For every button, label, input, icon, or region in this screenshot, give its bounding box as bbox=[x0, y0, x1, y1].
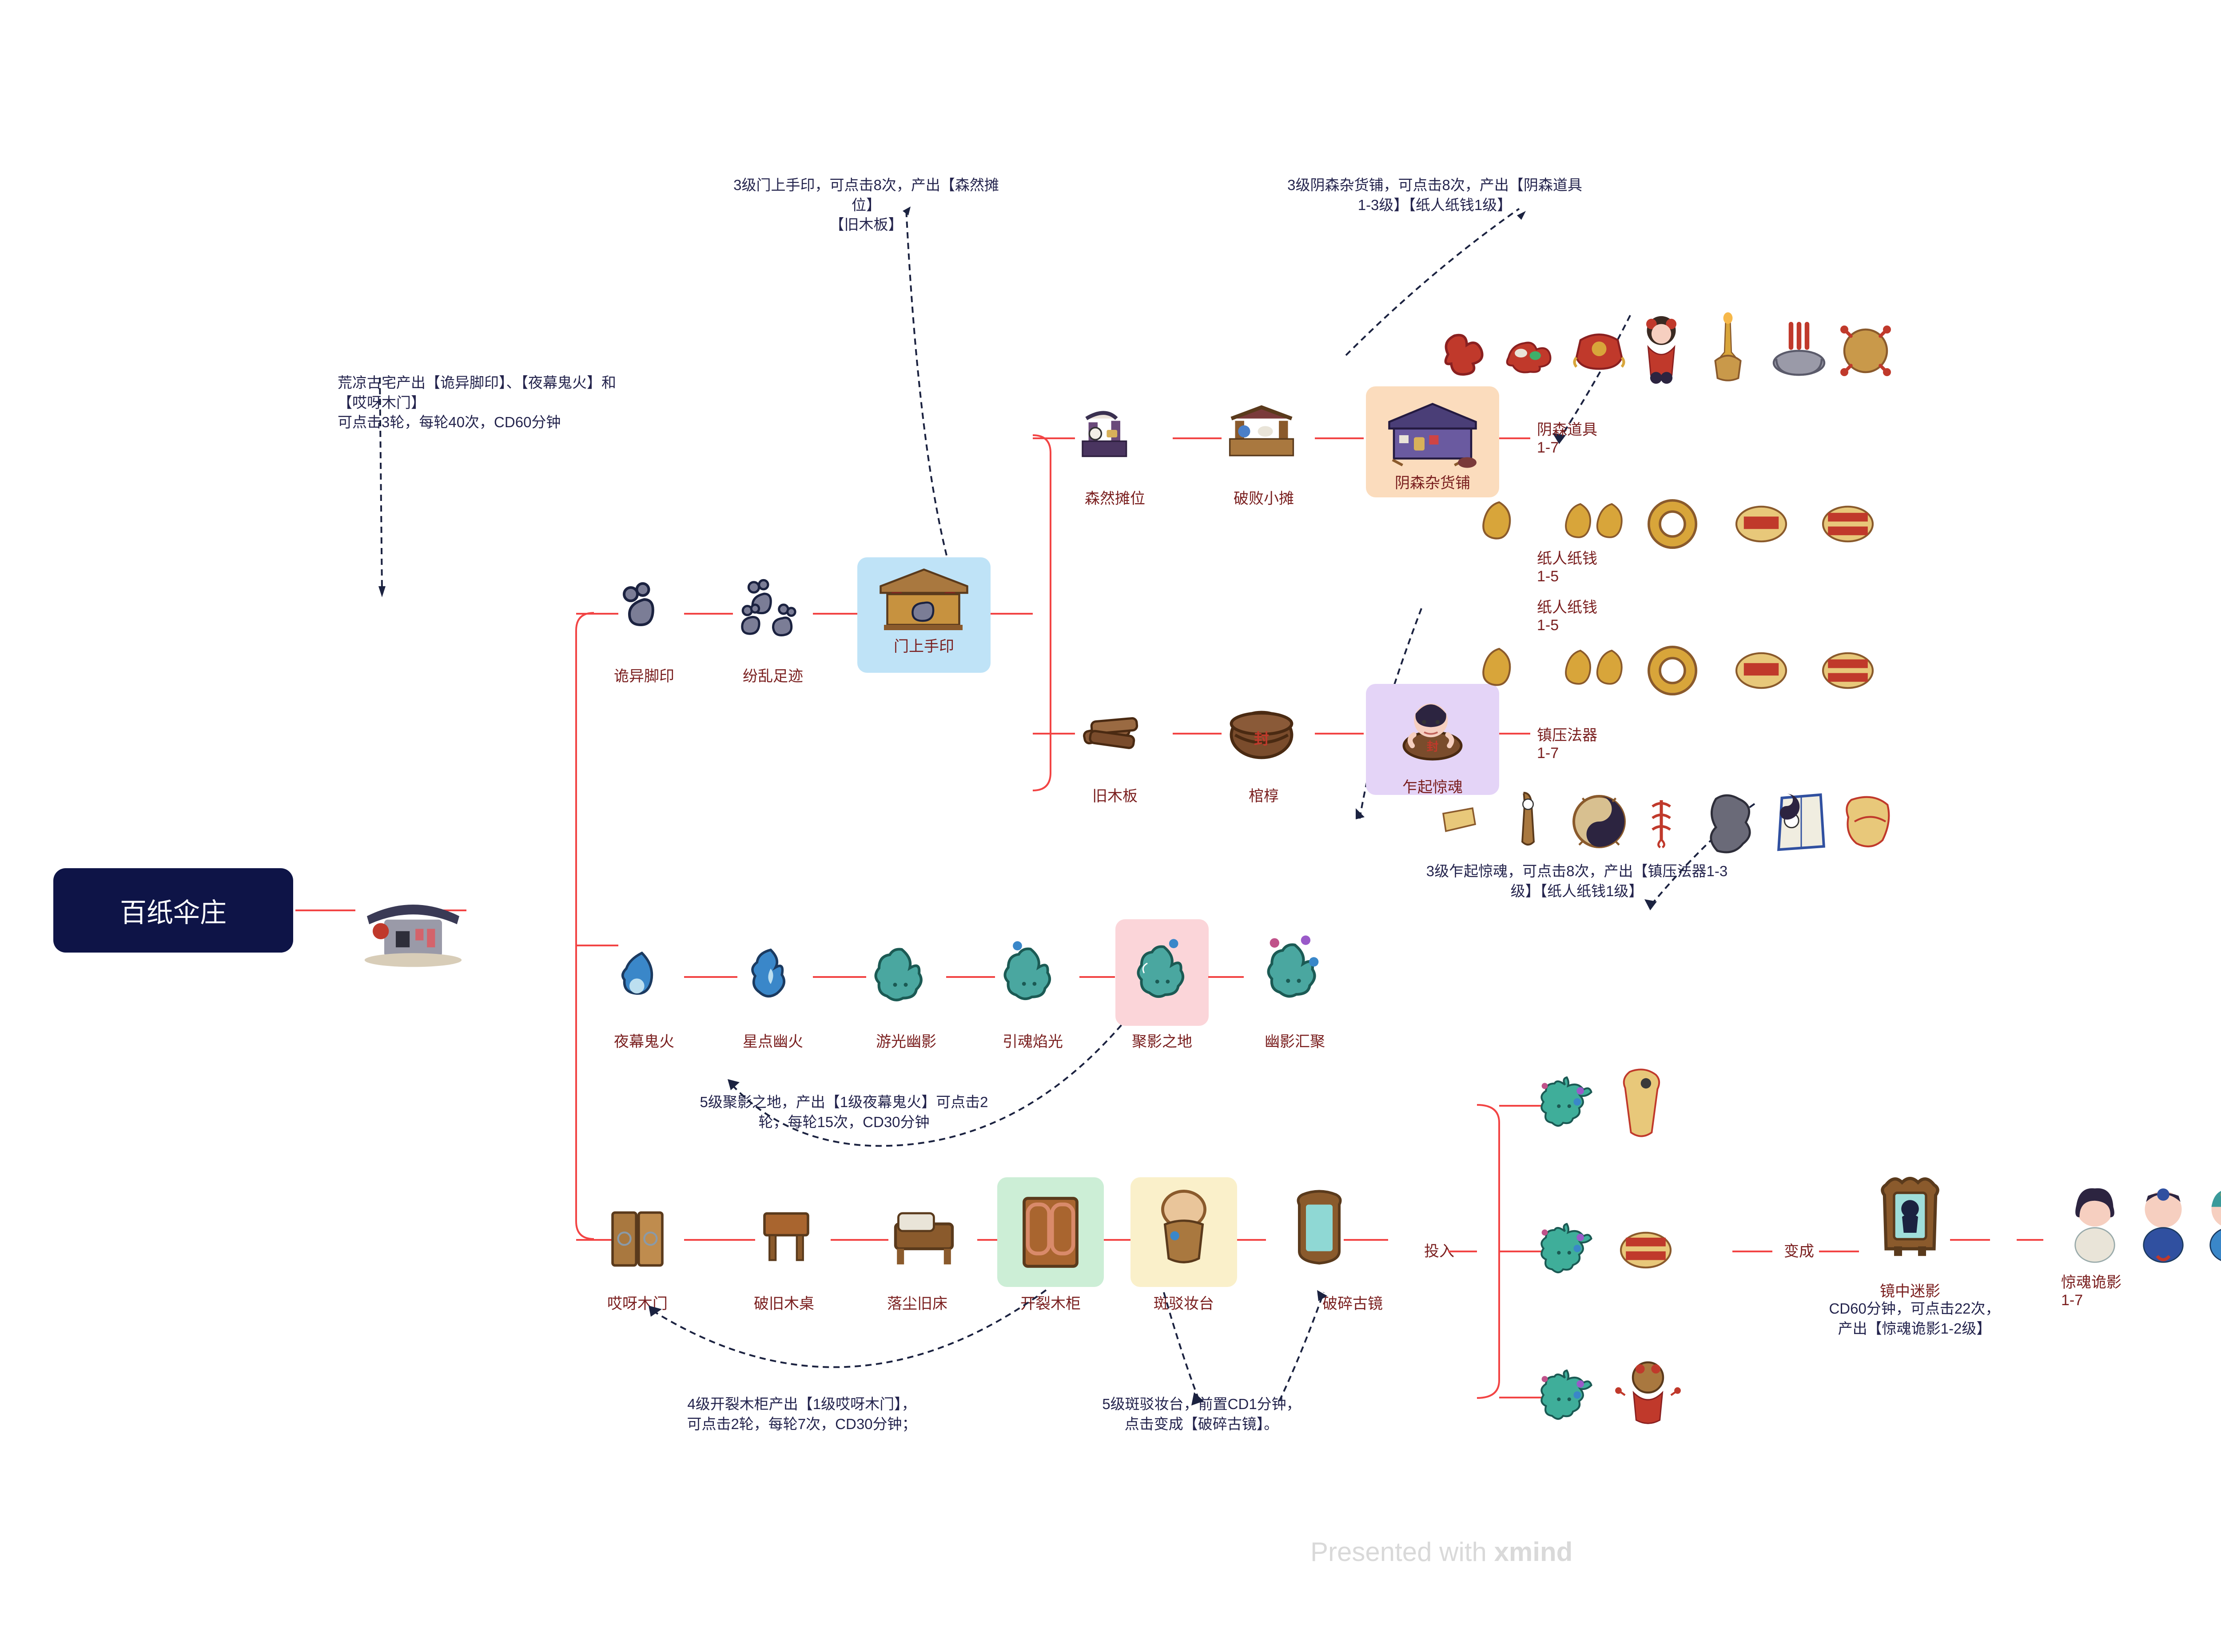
svg-text:封: 封 bbox=[1427, 740, 1439, 754]
svg-text:封: 封 bbox=[1254, 731, 1269, 747]
